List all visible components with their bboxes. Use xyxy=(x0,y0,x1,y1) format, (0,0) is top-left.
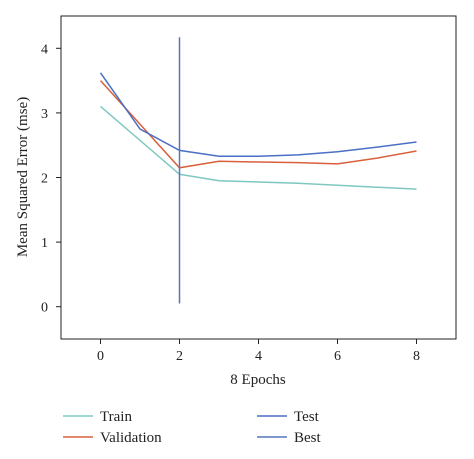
y-axis-label: Mean Squared Error (mse) xyxy=(15,97,31,257)
x-tick-label: 4 xyxy=(255,349,262,364)
x-tick-label: 6 xyxy=(334,349,341,364)
x-axis-ticks: 0 2 4 6 8 xyxy=(97,339,420,364)
x-tick-label: 2 xyxy=(176,349,183,364)
legend: Train Test Validation Best xyxy=(63,409,322,446)
y-tick-label: 3 xyxy=(41,107,48,122)
plot-frame xyxy=(60,15,457,340)
legend-label-validation: Validation xyxy=(100,430,162,446)
y-axis-ticks: 0 1 2 3 4 xyxy=(41,42,61,316)
series-lines xyxy=(99,37,417,304)
legend-label-test: Test xyxy=(294,409,320,425)
series-line-train xyxy=(100,105,417,190)
x-axis-label: 8 Epochs xyxy=(230,372,286,388)
y-tick-label: 4 xyxy=(41,42,48,57)
legend-label-best: Best xyxy=(294,430,322,446)
y-tick-label: 2 xyxy=(41,172,48,187)
y-tick-label: 1 xyxy=(41,236,48,251)
y-tick-label: 0 xyxy=(41,301,48,316)
series-line-validation xyxy=(99,80,417,169)
x-tick-label: 8 xyxy=(413,349,420,364)
series-line-test xyxy=(99,72,417,157)
x-tick-label: 0 xyxy=(97,349,104,364)
legend-label-train: Train xyxy=(100,409,132,425)
